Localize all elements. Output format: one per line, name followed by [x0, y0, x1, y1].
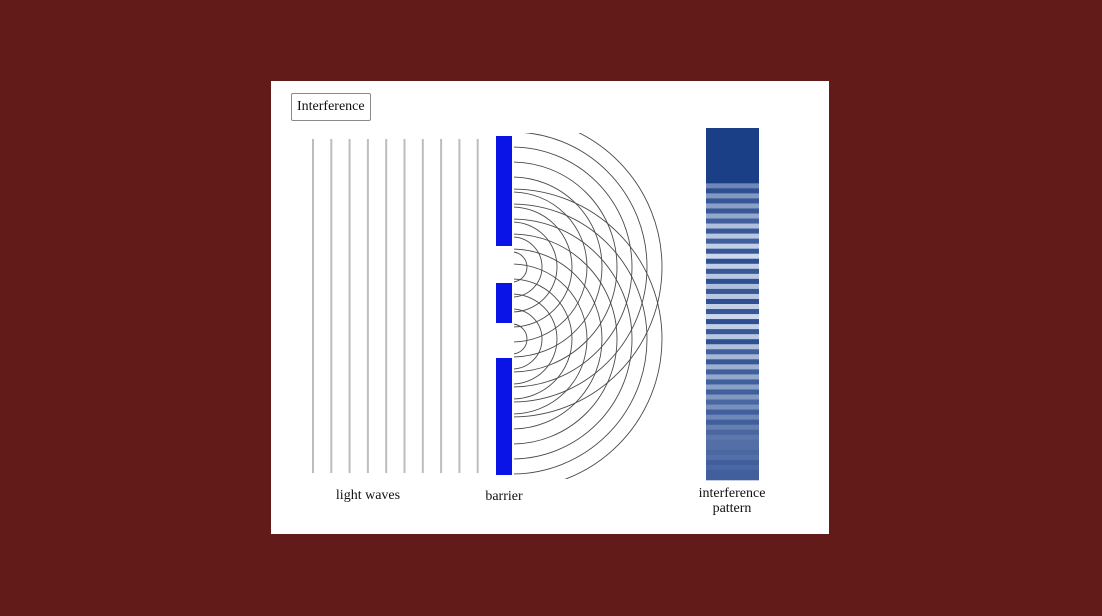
wavefront-arc	[514, 308, 543, 370]
pattern-band	[706, 334, 759, 340]
pattern-band	[706, 319, 759, 325]
wavefront-arc	[514, 218, 633, 460]
pattern-band	[706, 349, 759, 355]
wavefront-arc	[514, 146, 633, 388]
interference-pattern-label-line1: interference	[698, 486, 766, 501]
interference-diagram	[312, 128, 759, 481]
barrier-segment	[496, 358, 512, 475]
pattern-band	[706, 278, 759, 285]
pattern-band	[706, 394, 759, 400]
pattern-band	[706, 288, 759, 295]
wavefront-arc	[514, 203, 648, 475]
barrier	[496, 136, 512, 475]
pattern-band	[706, 369, 759, 375]
pattern-band	[706, 198, 759, 204]
pattern-band	[706, 464, 759, 471]
wavefront-arc	[514, 248, 603, 430]
pattern-band	[706, 444, 759, 451]
wavefront-arc	[514, 161, 618, 373]
wavefront-arc	[514, 221, 558, 313]
interference-pattern-label: interference pattern	[687, 486, 777, 516]
wavefront-arc	[514, 323, 528, 355]
title-label: Interference	[291, 93, 371, 121]
pattern-band	[706, 389, 759, 395]
pattern-band	[706, 243, 759, 249]
interference-pattern	[706, 128, 759, 481]
interference-pattern-label-line2: pattern	[712, 501, 752, 516]
pattern-band	[706, 439, 759, 446]
wavefront-arc	[514, 176, 603, 358]
diagram-panel: Interference light waves barrier interfe…	[271, 81, 829, 534]
pattern-band	[706, 364, 759, 370]
barrier-label: barrier	[485, 489, 523, 504]
pattern-band	[706, 314, 759, 320]
pattern-band	[706, 183, 759, 189]
light-waves	[312, 139, 479, 473]
pattern-band	[706, 293, 759, 300]
pattern-band	[706, 273, 759, 280]
pattern-band	[706, 379, 759, 385]
pattern-band	[706, 434, 759, 441]
wavefront-arc	[514, 293, 558, 385]
pattern-band	[706, 193, 759, 199]
pattern-band	[706, 329, 759, 335]
pattern-band	[706, 263, 759, 270]
wavefront-arc	[514, 206, 573, 328]
wavefronts	[514, 133, 663, 479]
wavefront-arc	[514, 133, 663, 418]
wavefront-arc	[514, 251, 528, 283]
pattern-band	[706, 213, 759, 219]
pattern-band	[706, 298, 759, 305]
light-waves-label: light waves	[335, 488, 401, 503]
pattern-band	[706, 339, 759, 345]
pattern-band	[706, 283, 759, 290]
wavefront-arc	[514, 133, 648, 403]
pattern-band	[706, 424, 759, 431]
wavefront-arc	[514, 191, 588, 343]
pattern-band	[706, 404, 759, 410]
wavefront-arc	[514, 278, 573, 400]
pattern-band	[706, 414, 759, 420]
pattern-band	[706, 248, 759, 255]
pattern-band	[706, 253, 759, 260]
pattern-band	[706, 384, 759, 390]
barrier-segment	[496, 136, 512, 246]
pattern-band	[706, 429, 759, 436]
pattern-band	[706, 268, 759, 275]
pattern-band	[706, 469, 759, 476]
pattern-band	[706, 223, 759, 229]
pattern-band	[706, 258, 759, 265]
pattern-band	[706, 309, 759, 315]
pattern-band	[706, 419, 759, 425]
pattern-band	[706, 228, 759, 234]
pattern-band	[706, 399, 759, 405]
barrier-segment	[496, 283, 512, 323]
pattern-band	[706, 324, 759, 330]
pattern-band	[706, 359, 759, 365]
pattern-band	[706, 459, 759, 466]
pattern-band	[706, 238, 759, 244]
pattern-band	[706, 454, 759, 461]
pattern-band	[706, 449, 759, 456]
pattern-band	[706, 188, 759, 194]
pattern-band	[706, 344, 759, 350]
pattern-band	[706, 374, 759, 380]
pattern-band	[706, 304, 759, 310]
pattern-band	[706, 218, 759, 224]
wavefront-arc	[514, 263, 588, 415]
wavefront-arc	[514, 233, 618, 445]
pattern-band	[706, 474, 759, 481]
pattern-band	[706, 354, 759, 360]
wavefront-arc	[514, 188, 663, 479]
pattern-band	[706, 208, 759, 214]
wavefront-arc	[514, 236, 543, 298]
pattern-band	[706, 233, 759, 239]
pattern-band	[706, 203, 759, 209]
pattern-band	[706, 409, 759, 415]
